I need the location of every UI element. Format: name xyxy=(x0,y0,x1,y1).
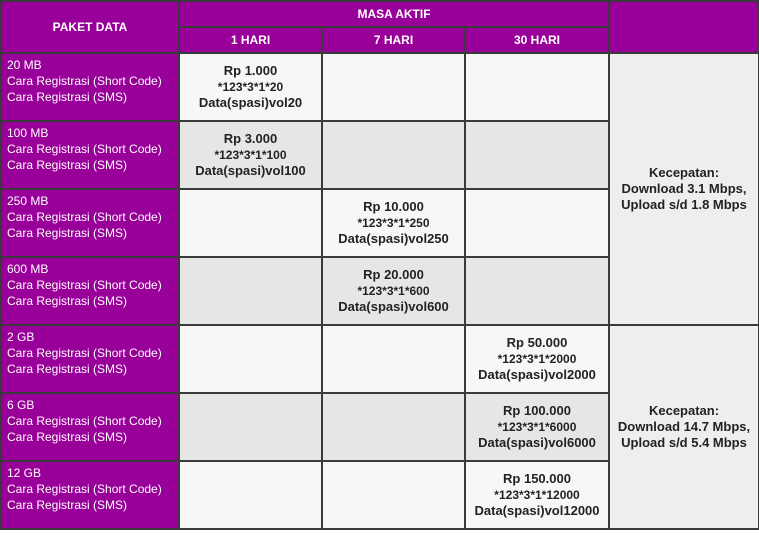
registration-shortcode-label: Cara Registrasi (Short Code) xyxy=(7,278,162,292)
table-row: 250 MB Cara Registrasi (Short Code) Cara… xyxy=(0,188,759,258)
price-cell: Rp 150.000 *123*3*1*12000 Data(spasi)vol… xyxy=(463,460,611,530)
package-cell: 2 GB Cara Registrasi (Short Code) Cara R… xyxy=(0,324,180,394)
empty-cell xyxy=(178,188,323,258)
empty-cell xyxy=(463,120,611,190)
sms-code: Data(spasi)vol20 xyxy=(198,95,303,110)
price-cell: Rp 10.000 *123*3*1*250 Data(spasi)vol250 xyxy=(321,188,466,258)
registration-sms-label: Cara Registrasi (SMS) xyxy=(7,294,128,308)
registration-shortcode-label: Cara Registrasi (Short Code) xyxy=(7,74,162,88)
short-code: *123*3*1*12000 xyxy=(494,488,580,502)
package-cell: 600 MB Cara Registrasi (Short Code) Cara… xyxy=(0,256,180,326)
price: Rp 3.000 xyxy=(223,131,278,146)
price-cell: Rp 100.000 *123*3*1*6000 Data(spasi)vol6… xyxy=(463,392,611,462)
package-size: 250 MB xyxy=(7,194,49,208)
package-size: 6 GB xyxy=(7,398,35,412)
short-code: *123*3*1*2000 xyxy=(497,352,577,366)
registration-sms-label: Cara Registrasi (SMS) xyxy=(7,498,128,512)
empty-cell xyxy=(178,392,323,462)
short-code: *123*3*1*250 xyxy=(357,216,430,230)
price: Rp 50.000 xyxy=(506,335,568,350)
speed-label: Kecepatan: xyxy=(648,403,720,418)
registration-sms-label: Cara Registrasi (SMS) xyxy=(7,90,128,104)
package-cell: 12 GB Cara Registrasi (Short Code) Cara … xyxy=(0,460,180,530)
price: Rp 1.000 xyxy=(223,63,278,78)
empty-cell xyxy=(321,324,466,394)
speed-cell: Kecepatan: Download 3.1 Mbps, Upload s/d… xyxy=(608,52,759,326)
package-size: 600 MB xyxy=(7,262,49,276)
sms-code: Data(spasi)vol600 xyxy=(338,299,449,314)
header-7-hari: 7 HARI xyxy=(321,26,466,54)
empty-cell xyxy=(321,392,466,462)
package-cell: 100 MB Cara Registrasi (Short Code) Cara… xyxy=(0,120,180,190)
upload-speed: Upload s/d 5.4 Mbps xyxy=(621,435,747,450)
speed-cell: Kecepatan: Download 14.7 Mbps, Upload s/… xyxy=(608,324,759,530)
registration-shortcode-label: Cara Registrasi (Short Code) xyxy=(7,346,162,360)
table-row: 12 GB Cara Registrasi (Short Code) Cara … xyxy=(0,460,759,530)
registration-sms-label: Cara Registrasi (SMS) xyxy=(7,158,128,172)
short-code: *123*3*1*600 xyxy=(357,284,430,298)
price-cell: Rp 20.000 *123*3*1*600 Data(spasi)vol600 xyxy=(321,256,466,326)
price: Rp 100.000 xyxy=(503,403,571,418)
package-size: 2 GB xyxy=(7,330,35,344)
short-code: *123*3*1*100 xyxy=(214,148,287,162)
table-row: 100 MB Cara Registrasi (Short Code) Cara… xyxy=(0,120,759,190)
registration-sms-label: Cara Registrasi (SMS) xyxy=(7,430,128,444)
package-size: 12 GB xyxy=(7,466,42,480)
empty-cell xyxy=(178,324,323,394)
short-code: *123*3*1*6000 xyxy=(497,420,577,434)
registration-shortcode-label: Cara Registrasi (Short Code) xyxy=(7,210,162,224)
registration-shortcode-label: Cara Registrasi (Short Code) xyxy=(7,142,162,156)
table-row: 20 MB Cara Registrasi (Short Code) Cara … xyxy=(0,52,759,326)
price: Rp 150.000 xyxy=(503,471,571,486)
sms-code: Data(spasi)vol250 xyxy=(338,231,449,246)
empty-cell xyxy=(321,460,466,530)
empty-cell xyxy=(463,188,611,258)
header-masa-aktif: MASA AKTIF xyxy=(177,0,611,28)
upload-speed: Upload s/d 1.8 Mbps xyxy=(621,197,747,212)
header-speed-blank xyxy=(608,0,759,54)
package-size: 20 MB xyxy=(7,58,42,72)
download-speed: Download 14.7 Mbps, xyxy=(617,419,751,434)
price-cell: Rp 1.000 *123*3*1*20 Data(spasi)vol20 xyxy=(178,52,323,122)
table-row: 600 MB Cara Registrasi (Short Code) Cara… xyxy=(0,256,759,326)
header-paket-data: PAKET DATA xyxy=(0,0,180,54)
sms-code: Data(spasi)vol100 xyxy=(195,163,306,178)
empty-cell xyxy=(178,460,323,530)
price-cell: Rp 3.000 *123*3*1*100 Data(spasi)vol100 xyxy=(178,120,323,190)
speed-label: Kecepatan: xyxy=(648,165,720,180)
short-code: *123*3*1*20 xyxy=(217,80,284,94)
price-cell: Rp 50.000 *123*3*1*2000 Data(spasi)vol20… xyxy=(463,324,611,394)
empty-cell xyxy=(463,52,611,122)
empty-cell xyxy=(321,120,466,190)
empty-cell xyxy=(463,256,611,326)
header-1-hari: 1 HARI xyxy=(178,26,323,54)
package-cell: 20 MB Cara Registrasi (Short Code) Cara … xyxy=(0,52,180,122)
package-cell: 6 GB Cara Registrasi (Short Code) Cara R… xyxy=(0,392,180,462)
header-30-hari: 30 HARI xyxy=(463,26,611,54)
package-size: 100 MB xyxy=(7,126,49,140)
empty-cell xyxy=(321,52,466,122)
price: Rp 10.000 xyxy=(363,199,424,214)
table-row: 6 GB Cara Registrasi (Short Code) Cara R… xyxy=(0,392,759,462)
registration-shortcode-label: Cara Registrasi (Short Code) xyxy=(7,482,162,496)
empty-cell xyxy=(178,256,323,326)
registration-sms-label: Cara Registrasi (SMS) xyxy=(7,226,128,240)
table-row: 2 GB Cara Registrasi (Short Code) Cara R… xyxy=(0,324,759,530)
price: Rp 20.000 xyxy=(363,267,424,282)
registration-sms-label: Cara Registrasi (SMS) xyxy=(7,362,128,376)
sms-code: Data(spasi)vol6000 xyxy=(478,435,596,450)
package-cell: 250 MB Cara Registrasi (Short Code) Cara… xyxy=(0,188,180,258)
registration-shortcode-label: Cara Registrasi (Short Code) xyxy=(7,414,162,428)
sms-code: Data(spasi)vol2000 xyxy=(478,367,596,382)
sms-code: Data(spasi)vol12000 xyxy=(474,503,600,518)
download-speed: Download 3.1 Mbps, xyxy=(621,181,747,196)
